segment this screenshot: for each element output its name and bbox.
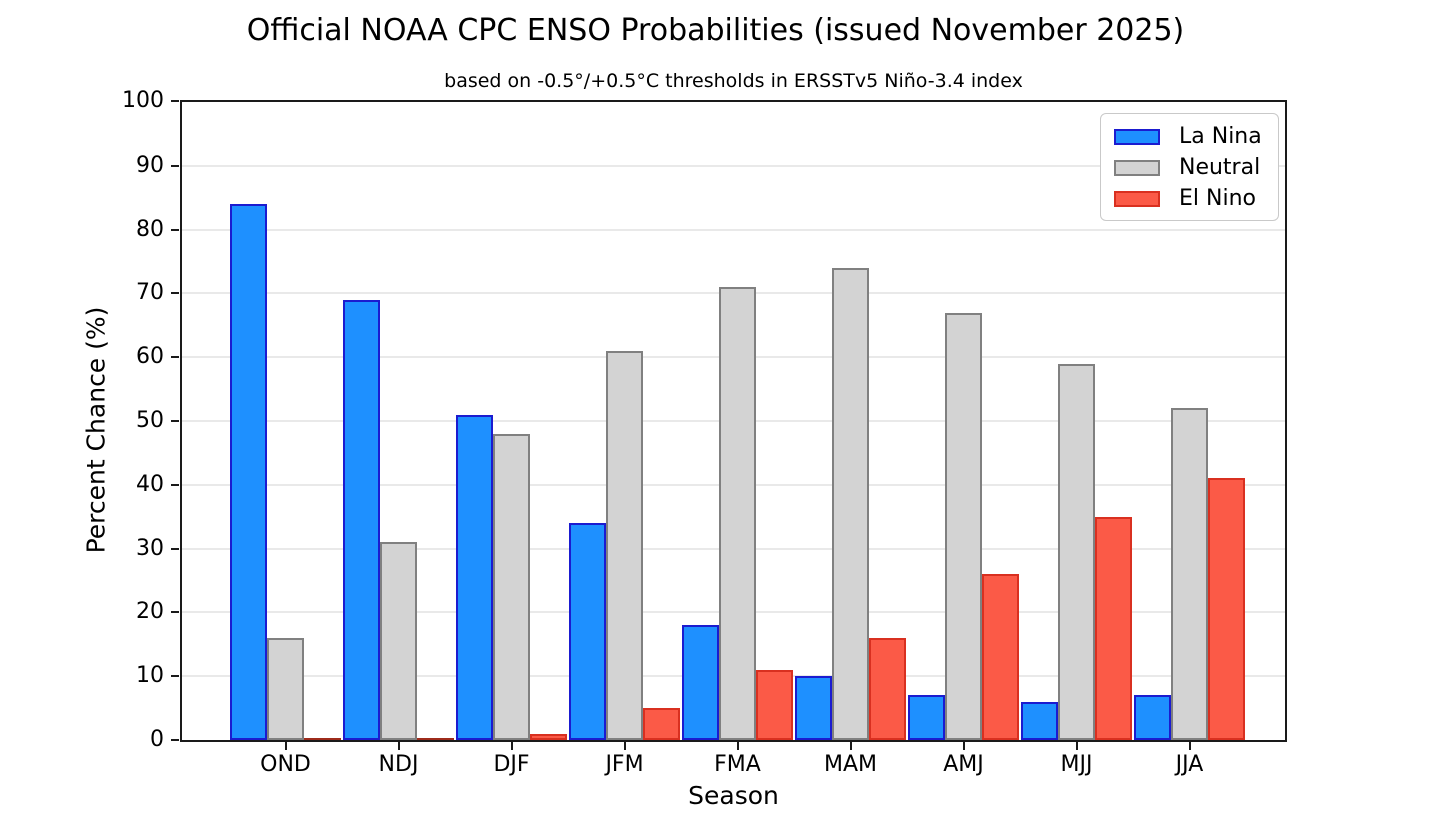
y-tick-mark-20 bbox=[171, 611, 179, 614]
bar-neutral-jfm bbox=[606, 351, 643, 740]
x-tick-mark-fma bbox=[736, 742, 739, 750]
bar-el-nino-jja bbox=[1208, 478, 1245, 740]
legend-item-neutral: Neutral bbox=[1101, 152, 1278, 183]
la-nina-swatch-icon bbox=[1114, 128, 1160, 145]
x-tick-label-mam: MAM bbox=[823, 752, 877, 777]
x-tick-mark-mjj bbox=[1075, 742, 1078, 750]
y-tick-mark-30 bbox=[171, 547, 179, 550]
x-tick-mark-djf bbox=[510, 742, 513, 750]
gridline-90 bbox=[182, 164, 1285, 167]
y-tick-mark-50 bbox=[171, 420, 179, 422]
gridline-80 bbox=[182, 228, 1285, 231]
y-tick-label-30: 30 bbox=[136, 535, 164, 561]
bar-el-nino-mam bbox=[869, 638, 906, 740]
bar-el-nino-amj bbox=[982, 574, 1019, 740]
y-tick-label-60: 60 bbox=[136, 344, 164, 370]
bar-el-nino-mjj bbox=[1095, 517, 1132, 740]
legend-item-la-nina: La Nina bbox=[1101, 121, 1278, 152]
x-tick-label-jfm: JFM bbox=[605, 752, 644, 777]
bar-la-nina-ond bbox=[230, 204, 267, 740]
y-tick-mark-0 bbox=[171, 739, 179, 741]
bar-neutral-mam bbox=[832, 268, 869, 740]
neutral-swatch-icon bbox=[1114, 159, 1160, 176]
bar-neutral-ond bbox=[267, 638, 304, 740]
bar-neutral-djf bbox=[493, 434, 530, 740]
bar-el-nino-ond bbox=[304, 738, 341, 740]
y-tick-mark-80 bbox=[171, 228, 179, 231]
plot-area: La Nina Neutral El Nino bbox=[180, 100, 1287, 742]
x-tick-mark-jfm bbox=[623, 742, 626, 750]
y-tick-label-40: 40 bbox=[136, 471, 164, 497]
legend-label-neutral: Neutral bbox=[1179, 154, 1261, 180]
bar-el-nino-fma bbox=[756, 670, 793, 740]
y-tick-mark-40 bbox=[171, 483, 179, 486]
x-tick-mark-ond bbox=[284, 742, 287, 750]
bar-el-nino-jfm bbox=[643, 708, 680, 740]
y-tick-label-100: 100 bbox=[122, 88, 164, 113]
bar-neutral-amj bbox=[945, 313, 982, 740]
chart-title: Official NOAA CPC ENSO Probabilities (is… bbox=[246, 13, 1185, 48]
bar-la-nina-mjj bbox=[1021, 702, 1058, 740]
bar-el-nino-ndj bbox=[417, 738, 454, 740]
bar-el-nino-djf bbox=[530, 734, 567, 740]
x-tick-mark-ndj bbox=[397, 742, 400, 750]
x-tick-mark-amj bbox=[962, 742, 965, 750]
legend: La Nina Neutral El Nino bbox=[1100, 113, 1279, 221]
x-tick-label-mjj: MJJ bbox=[1060, 752, 1093, 777]
y-tick-label-80: 80 bbox=[136, 216, 164, 242]
y-tick-mark-10 bbox=[171, 675, 179, 678]
x-tick-label-jja: JJA bbox=[1175, 752, 1204, 777]
x-tick-label-ond: OND bbox=[260, 752, 311, 777]
bar-la-nina-amj bbox=[908, 695, 945, 740]
x-tick-label-ndj: NDJ bbox=[378, 752, 419, 777]
bar-neutral-ndj bbox=[380, 542, 417, 740]
bar-la-nina-jfm bbox=[569, 523, 606, 740]
y-tick-mark-70 bbox=[171, 292, 179, 295]
y-tick-mark-90 bbox=[171, 164, 179, 167]
bar-la-nina-djf bbox=[456, 415, 493, 740]
x-axis-label: Season bbox=[688, 781, 779, 810]
y-tick-label-50: 50 bbox=[136, 408, 164, 433]
bar-la-nina-mam bbox=[795, 676, 832, 740]
y-tick-label-70: 70 bbox=[136, 280, 164, 306]
legend-label-la-nina: La Nina bbox=[1179, 123, 1262, 149]
x-tick-label-amj: AMJ bbox=[943, 752, 984, 777]
y-tick-label-90: 90 bbox=[136, 152, 164, 178]
bar-la-nina-jja bbox=[1134, 695, 1171, 740]
y-tick-mark-60 bbox=[171, 356, 179, 359]
chart-subtitle: based on -0.5°/+0.5°C thresholds in ERSS… bbox=[444, 70, 1023, 92]
y-tick-mark-100 bbox=[171, 100, 179, 102]
y-tick-label-0: 0 bbox=[150, 727, 164, 752]
x-tick-mark-jja bbox=[1188, 742, 1191, 750]
x-tick-mark-mam bbox=[849, 742, 852, 750]
x-tick-label-fma: FMA bbox=[714, 752, 761, 777]
y-tick-label-20: 20 bbox=[136, 599, 164, 625]
legend-label-el-nino: El Nino bbox=[1179, 185, 1256, 211]
bar-neutral-jja bbox=[1171, 408, 1208, 740]
x-tick-label-djf: DJF bbox=[493, 752, 530, 777]
el-nino-swatch-icon bbox=[1114, 190, 1160, 207]
bar-neutral-mjj bbox=[1058, 364, 1095, 740]
bar-la-nina-fma bbox=[682, 625, 719, 740]
y-tick-label-10: 10 bbox=[136, 663, 164, 689]
bar-neutral-fma bbox=[719, 287, 756, 740]
legend-item-el-nino: El Nino bbox=[1101, 183, 1278, 214]
bar-la-nina-ndj bbox=[343, 300, 380, 740]
